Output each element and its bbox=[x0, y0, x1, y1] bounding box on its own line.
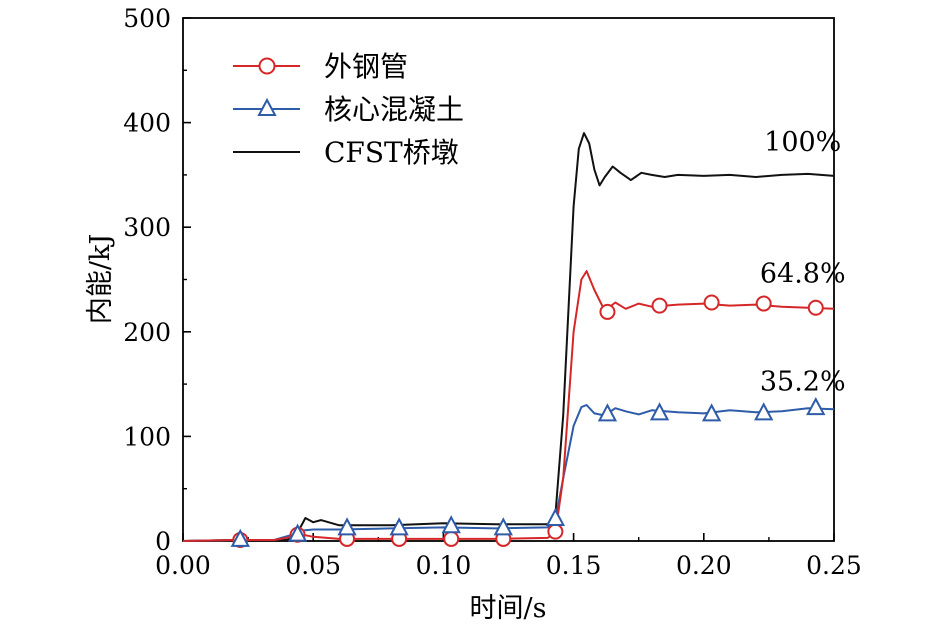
legend-entry-concrete-core: 核心混凝土 bbox=[233, 93, 464, 126]
y-tick-label: 500 bbox=[123, 4, 171, 33]
data-point-concrete-core bbox=[754, 402, 774, 421]
x-tick-label: 0.05 bbox=[285, 551, 341, 580]
x-axis-ticks: 0.00 0.05 0.10 0.15 0.20 0.25 bbox=[155, 533, 862, 580]
y-tick-label: 400 bbox=[123, 109, 171, 138]
y-tick-label: 100 bbox=[123, 422, 171, 451]
data-point-concrete-core bbox=[649, 402, 670, 421]
x-tick-label: 0.15 bbox=[546, 551, 602, 580]
legend-marker-triangle-icon bbox=[257, 97, 277, 116]
x-tick-label: 0.20 bbox=[676, 551, 732, 580]
x-tick-label: 0.00 bbox=[155, 551, 211, 580]
data-point-concrete-core bbox=[597, 403, 618, 422]
x-tick-label: 0.10 bbox=[416, 551, 472, 580]
percent-annotation: 64.8% bbox=[760, 259, 846, 290]
data-point-concrete-core bbox=[441, 515, 461, 534]
data-point-concrete-core bbox=[287, 523, 308, 542]
data-point-steel-tube bbox=[443, 530, 460, 547]
data-point-steel-tube bbox=[651, 297, 668, 314]
data-point-steel-tube bbox=[547, 523, 564, 540]
data-point-concrete-core bbox=[701, 403, 722, 422]
legend-marker-circle-icon bbox=[258, 57, 276, 75]
plot-frame bbox=[182, 17, 835, 542]
percent-annotation: 35.2% bbox=[760, 366, 846, 397]
series-layer bbox=[182, 132, 835, 548]
annotations: 100% 64.8% 35.2% bbox=[760, 127, 846, 398]
series-line-concrete-core bbox=[182, 404, 835, 542]
data-point-concrete-core bbox=[337, 517, 357, 536]
data-point-concrete-core bbox=[806, 396, 826, 416]
series-line-steel-tube bbox=[182, 270, 835, 542]
data-point-steel-tube bbox=[807, 299, 824, 316]
y-tick-label: 300 bbox=[123, 213, 171, 242]
x-axis-label: 时间/s bbox=[470, 593, 547, 624]
legend-entry-steel-tube: 外钢管 bbox=[233, 50, 408, 83]
data-point-concrete-core bbox=[230, 528, 250, 547]
data-point-concrete-core bbox=[389, 517, 409, 536]
data-point-concrete-core bbox=[493, 517, 513, 536]
legend: 外钢管 核心混凝土 CFST桥墩 bbox=[233, 50, 464, 169]
data-point-steel-tube bbox=[599, 303, 616, 320]
y-tick-label: 200 bbox=[123, 318, 171, 347]
legend-label-cfst-pier: CFST桥墩 bbox=[324, 136, 459, 169]
data-point-steel-tube bbox=[703, 294, 720, 311]
series-line-cfst-pier bbox=[182, 132, 835, 542]
percent-annotation: 100% bbox=[764, 127, 841, 158]
y-tick-label: 0 bbox=[155, 527, 171, 556]
y-axis-ticks: 0 100 200 300 400 500 bbox=[123, 4, 191, 556]
y-axis-label: 内能/kJ bbox=[85, 234, 116, 324]
legend-entry-cfst-pier: CFST桥墩 bbox=[233, 136, 459, 169]
legend-label-concrete-core: 核心混凝土 bbox=[324, 93, 464, 126]
data-point-concrete-core bbox=[545, 507, 566, 526]
x-tick-label: 0.25 bbox=[806, 551, 862, 580]
data-point-steel-tube bbox=[755, 295, 772, 312]
legend-label-steel-tube: 外钢管 bbox=[324, 50, 408, 83]
